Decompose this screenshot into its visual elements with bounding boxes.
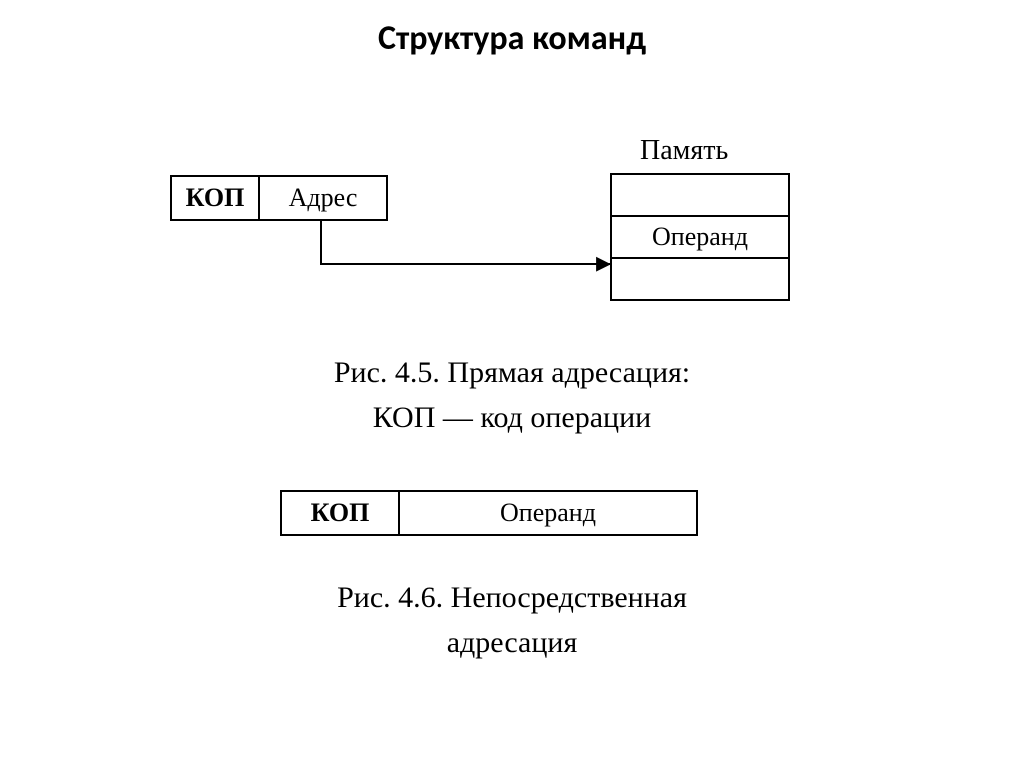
memory-row-1 <box>610 173 790 217</box>
figure-4-6: КОП Операнд <box>280 490 740 540</box>
caption-4-5-line2: КОП — код операции <box>373 401 651 434</box>
kop-box-2: КОП <box>280 490 400 536</box>
arrow-head-icon: ▸ <box>596 248 611 278</box>
figure-4-5-caption: Рис. 4.5. Прямая адресация: КОП — код оп… <box>0 350 1024 440</box>
address-box: Адрес <box>258 175 388 221</box>
arrow-vertical <box>320 221 322 265</box>
page-title: Структура команд <box>0 18 1024 59</box>
figure-4-5: КОП Адрес Память Операнд ▸ <box>170 135 820 345</box>
kop-box: КОП <box>170 175 260 221</box>
caption-4-5-line1: Рис. 4.5. Прямая адресация: <box>334 356 690 389</box>
caption-4-6-line1: Рис. 4.6. Непосредственная <box>337 581 687 614</box>
operand-box-2: Операнд <box>398 490 698 536</box>
figure-4-6-caption: Рис. 4.6. Непосредственная адресация <box>0 575 1024 665</box>
memory-header: Память <box>640 135 728 167</box>
memory-row-operand: Операнд <box>610 215 790 259</box>
arrow-horizontal <box>320 263 610 265</box>
page: Структура команд КОП Адрес Память Операн… <box>0 0 1024 767</box>
memory-row-3 <box>610 257 790 301</box>
caption-4-6-line2: адресация <box>447 626 578 659</box>
